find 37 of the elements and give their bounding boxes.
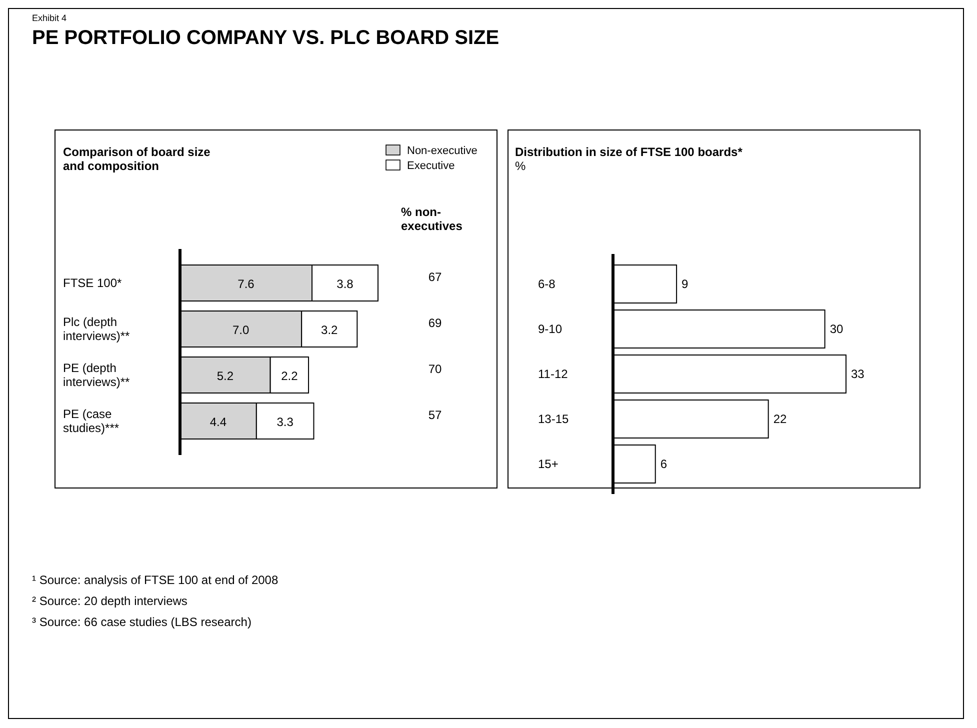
y-tick-label: PE (case studies)*** [63, 407, 120, 435]
text: ² Source: 20 depth interviews [32, 594, 188, 608]
data-label: 3.2 [321, 323, 338, 337]
text: 57 [428, 408, 442, 422]
data-label: 22 [773, 412, 788, 426]
data-label: 2.2 [281, 369, 298, 383]
y-tick-label: FTSE 100* [63, 276, 122, 290]
text: 69 [428, 316, 442, 330]
text: ³ Source: 66 case studies (LBS research) [32, 615, 252, 629]
legend-label: Non-executive [407, 145, 478, 157]
text: Exhibit 4 [32, 13, 67, 23]
y-tick-label: Plc (depth interviews)** [63, 315, 130, 343]
text: % non-executives [401, 205, 463, 233]
data-label: 3.8 [336, 277, 354, 291]
data-label: 7.6 [238, 277, 255, 291]
data-label: 4.4 [210, 415, 227, 429]
data-label: 5.2 [216, 369, 234, 383]
chart-title: Comparison of board size and composition [63, 145, 211, 173]
data-label: 30 [830, 322, 844, 336]
y-tick-label: 13-15 [538, 412, 570, 426]
y-tick-label: 6-8 [538, 277, 556, 291]
text: 70 [428, 362, 442, 376]
text: 67 [428, 270, 442, 284]
data-label: 3.3 [276, 415, 294, 429]
chart-subtitle: % [515, 159, 526, 173]
y-tick-label: 11-12 [538, 367, 568, 381]
data-label: 7.0 [232, 323, 250, 337]
data-label: 33 [851, 367, 865, 381]
data-label: 6 [660, 457, 668, 471]
data-label: 9 [682, 277, 689, 291]
legend-label: Executive [407, 160, 455, 172]
y-tick-label: PE (depth interviews)** [63, 361, 130, 389]
text: ¹ Source: analysis of FTSE 100 at end of 2008 [32, 573, 278, 587]
text: PE PORTFOLIO COMPANY VS. PLC BOARD SIZE [32, 27, 500, 49]
y-tick-label: 9-10 [538, 322, 562, 336]
y-tick-label: 15+ [538, 457, 558, 471]
chart-title: Distribution in size of FTSE 100 boards* [515, 145, 743, 159]
